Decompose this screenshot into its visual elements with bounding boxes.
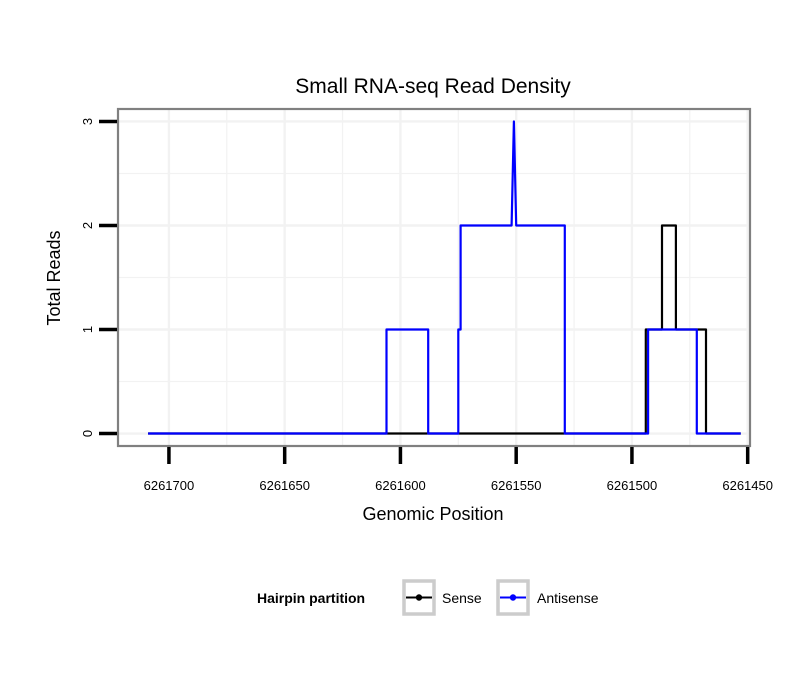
- legend-title: Hairpin partition: [257, 590, 365, 606]
- legend-label-sense: Sense: [442, 590, 482, 606]
- y-tick-label: 2: [80, 222, 95, 229]
- legend-item-antisense: Antisense: [496, 579, 599, 616]
- legend-dot-antisense: [509, 594, 517, 601]
- x-tick-label: 6261500: [607, 478, 658, 493]
- x-tick-label: 6261700: [144, 478, 195, 493]
- x-tick-label: 6261550: [491, 478, 542, 493]
- series-line-sense: [148, 224, 741, 435]
- y-tick-label: 3: [80, 118, 95, 125]
- grid: [118, 109, 750, 446]
- legend-key-box-sense: [402, 579, 436, 616]
- y-axis: 0 1 2 3: [80, 118, 117, 437]
- y-tick-label: 1: [80, 326, 95, 333]
- legend-label-antisense: Antisense: [537, 590, 599, 606]
- y-tick-label: 0: [80, 430, 95, 437]
- x-axis: 6261700 6261650 6261600 6261550 6261500 62614…: [144, 447, 773, 493]
- series-lines: [148, 120, 741, 435]
- x-tick-label: 6261650: [259, 478, 310, 493]
- legend-dot-sense: [415, 594, 423, 601]
- legend-item-sense: Sense: [402, 579, 482, 616]
- x-axis-title: Genomic Position: [362, 504, 503, 524]
- legend: Hairpin partition Sense Antisense: [257, 579, 599, 616]
- plot-panel-border: [116, 107, 752, 448]
- x-tick-label: 6261600: [375, 478, 426, 493]
- chart-title: Small RNA-seq Read Density: [295, 75, 571, 98]
- legend-key-box-antisense: [496, 579, 530, 616]
- y-axis-title: Total Reads: [44, 230, 64, 325]
- x-tick-label: 6261450: [722, 478, 773, 493]
- series-line-antisense: [148, 120, 741, 435]
